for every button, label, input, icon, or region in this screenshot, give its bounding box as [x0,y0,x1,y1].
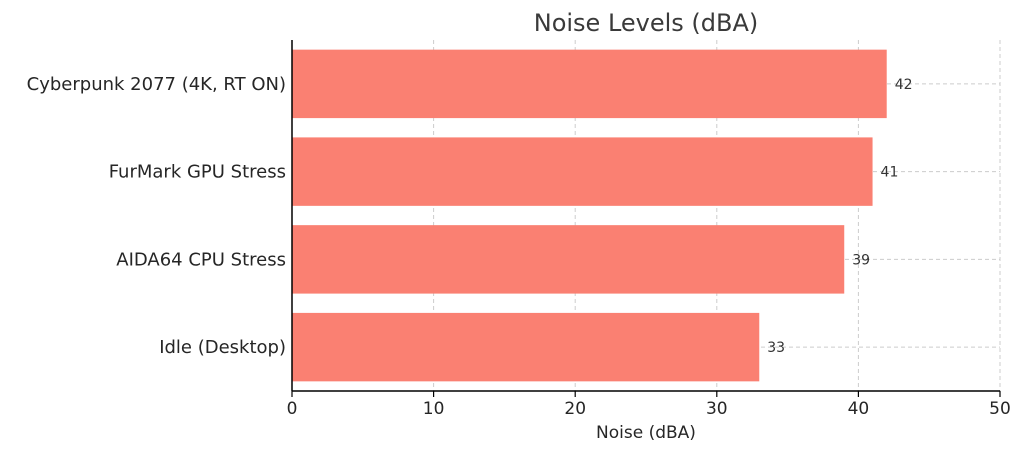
x-axis-label: Noise (dBA) [596,423,696,443]
category-labels: Cyberpunk 2077 (4K, RT ON) FurMark GPU St… [27,74,286,358]
category-label-1: FurMark GPU Stress [109,162,286,183]
bars [292,49,887,382]
value-label-1: 41 [881,165,899,181]
category-label-0: Cyberpunk 2077 (4K, RT ON) [27,74,286,95]
value-label-2: 39 [852,252,870,268]
value-label-0: 42 [895,77,913,93]
x-tick-label-5: 50 [989,399,1011,419]
value-label-3: 33 [767,340,785,356]
bar-0 [292,49,887,119]
category-label-2: AIDA64 CPU Stress [116,249,286,270]
x-ticks: 0 10 20 30 40 50 [287,391,1011,419]
x-tick-label-1: 10 [423,399,445,419]
bar-1 [292,137,873,206]
value-labels: 42 41 39 33 [767,77,912,356]
bar-3 [292,312,760,382]
x-tick-label-4: 40 [848,399,870,419]
x-tick-label-3: 30 [706,399,728,419]
x-tick-label-0: 0 [287,399,298,419]
bar-2 [292,225,845,294]
category-label-3: Idle (Desktop) [159,337,286,358]
chart-title: Noise Levels (dBA) [534,9,759,37]
x-tick-label-2: 20 [564,399,586,419]
